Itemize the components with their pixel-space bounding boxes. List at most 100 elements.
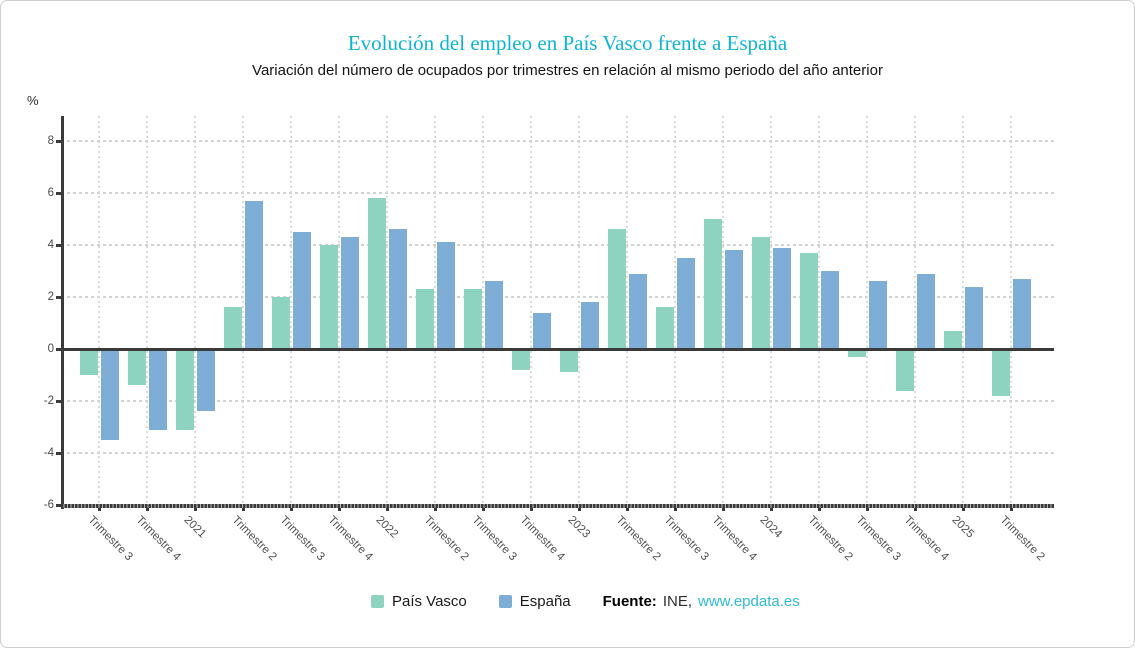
x-axis-label: Trimestre 4	[133, 514, 183, 564]
gridline-v	[530, 116, 532, 506]
bar-pais-vasco	[319, 245, 338, 349]
bar-espana	[628, 273, 647, 349]
y-tick-label: -6	[43, 499, 54, 511]
gridline-v	[722, 116, 724, 506]
x-axis-label: 2021	[181, 514, 209, 541]
bar-espana	[1012, 278, 1031, 349]
x-axis-tick	[674, 507, 677, 511]
bar-pais-vasco	[991, 349, 1010, 396]
bar-espana	[772, 247, 791, 349]
bar-pais-vasco	[271, 297, 290, 349]
gridline-v	[242, 116, 244, 506]
x-axis-label: Trimestre 3	[661, 514, 711, 564]
gridline-v	[98, 116, 100, 506]
y-axis-tick	[56, 452, 61, 455]
gridline-v	[674, 116, 676, 506]
x-axis-label: Trimestre 4	[901, 514, 951, 564]
bar-espana	[580, 302, 599, 349]
y-tick-label: 2	[47, 291, 54, 303]
x-axis-tick	[338, 507, 341, 511]
bar-espana	[148, 349, 167, 430]
gridline-v	[914, 116, 916, 506]
bar-espana	[916, 273, 935, 349]
x-axis-label: Trimestre 2	[997, 514, 1047, 564]
source-name: INE,	[662, 593, 692, 610]
x-axis-label: Trimestre 2	[229, 514, 279, 564]
x-axis-label: 2023	[565, 514, 593, 541]
y-axis-tick	[56, 244, 61, 247]
bar-pais-vasco	[799, 252, 818, 349]
gridline-v	[818, 116, 820, 506]
zero-baseline	[61, 348, 1054, 351]
gridline-v	[386, 116, 388, 506]
x-axis-label: 2022	[373, 514, 401, 541]
bar-pais-vasco	[463, 289, 482, 349]
bar-espana	[100, 349, 119, 440]
gridline-v	[770, 116, 772, 506]
bar-pais-vasco	[655, 307, 674, 349]
bar-espana	[436, 242, 455, 349]
source-link[interactable]: www.epdata.es	[698, 593, 800, 610]
gridline-h	[61, 296, 1054, 298]
bar-pais-vasco	[415, 289, 434, 349]
x-axis-tick	[578, 507, 581, 511]
x-axis-label: Trimestre 2	[613, 514, 663, 564]
gridline-v	[962, 116, 964, 506]
y-axis-line	[61, 116, 64, 509]
legend-label-espana: España	[519, 593, 571, 610]
legend: País Vasco España Fuente: INE, www.epdat…	[371, 593, 800, 610]
bar-pais-vasco	[703, 219, 722, 349]
x-axis-tick	[914, 507, 917, 511]
x-axis-line	[61, 504, 1054, 508]
chart-title: Evolución del empleo en País Vasco frent…	[347, 31, 788, 55]
x-axis-label: Trimestre 3	[469, 514, 519, 564]
bar-espana	[820, 271, 839, 349]
x-axis-tick	[434, 507, 437, 511]
bar-espana	[532, 312, 551, 349]
gridline-h	[61, 192, 1054, 194]
bar-espana	[964, 286, 983, 349]
x-axis-label: Trimestre 2	[421, 514, 471, 564]
x-axis-tick	[98, 507, 101, 511]
bar-pais-vasco	[127, 349, 146, 386]
bar-espana	[484, 281, 503, 349]
bar-pais-vasco	[79, 349, 98, 375]
y-tick-label: 0	[47, 343, 54, 355]
bar-espana	[292, 232, 311, 349]
gridline-v	[626, 116, 628, 506]
bar-espana	[196, 349, 215, 412]
chart-subtitle: Variación del número de ocupados por tri…	[252, 62, 883, 79]
x-axis-tick	[290, 507, 293, 511]
source-prefix: Fuente:	[602, 593, 657, 610]
bar-espana	[340, 237, 359, 349]
legend-swatch-pais-vasco	[371, 595, 384, 608]
x-axis-label: Trimestre 2	[805, 514, 855, 564]
x-axis-label: Trimestre 4	[517, 514, 567, 564]
x-axis-tick	[242, 507, 245, 511]
gridline-v	[194, 116, 196, 506]
x-axis-tick	[626, 507, 629, 511]
x-axis-tick	[722, 507, 725, 511]
x-axis-label: Trimestre 3	[85, 514, 135, 564]
y-tick-label: 6	[47, 187, 54, 199]
gridline-v	[1010, 116, 1012, 506]
y-tick-label: -2	[43, 395, 54, 407]
x-axis-tick	[194, 507, 197, 511]
x-axis-tick	[530, 507, 533, 511]
legend-label-pais-vasco: País Vasco	[392, 593, 467, 610]
x-axis-tick	[1010, 507, 1013, 511]
x-axis-tick	[818, 507, 821, 511]
x-axis-tick	[770, 507, 773, 511]
y-tick-label: 4	[47, 239, 54, 251]
bar-pais-vasco	[943, 330, 962, 349]
bar-pais-vasco	[367, 198, 386, 349]
y-axis-tick	[56, 504, 61, 507]
gridline-v	[578, 116, 580, 506]
x-axis-tick	[962, 507, 965, 511]
gridline-h	[61, 400, 1054, 402]
y-axis-unit-label: %	[27, 93, 39, 108]
x-axis-tick	[482, 507, 485, 511]
y-axis-tick	[56, 296, 61, 299]
gridline-v	[338, 116, 340, 506]
